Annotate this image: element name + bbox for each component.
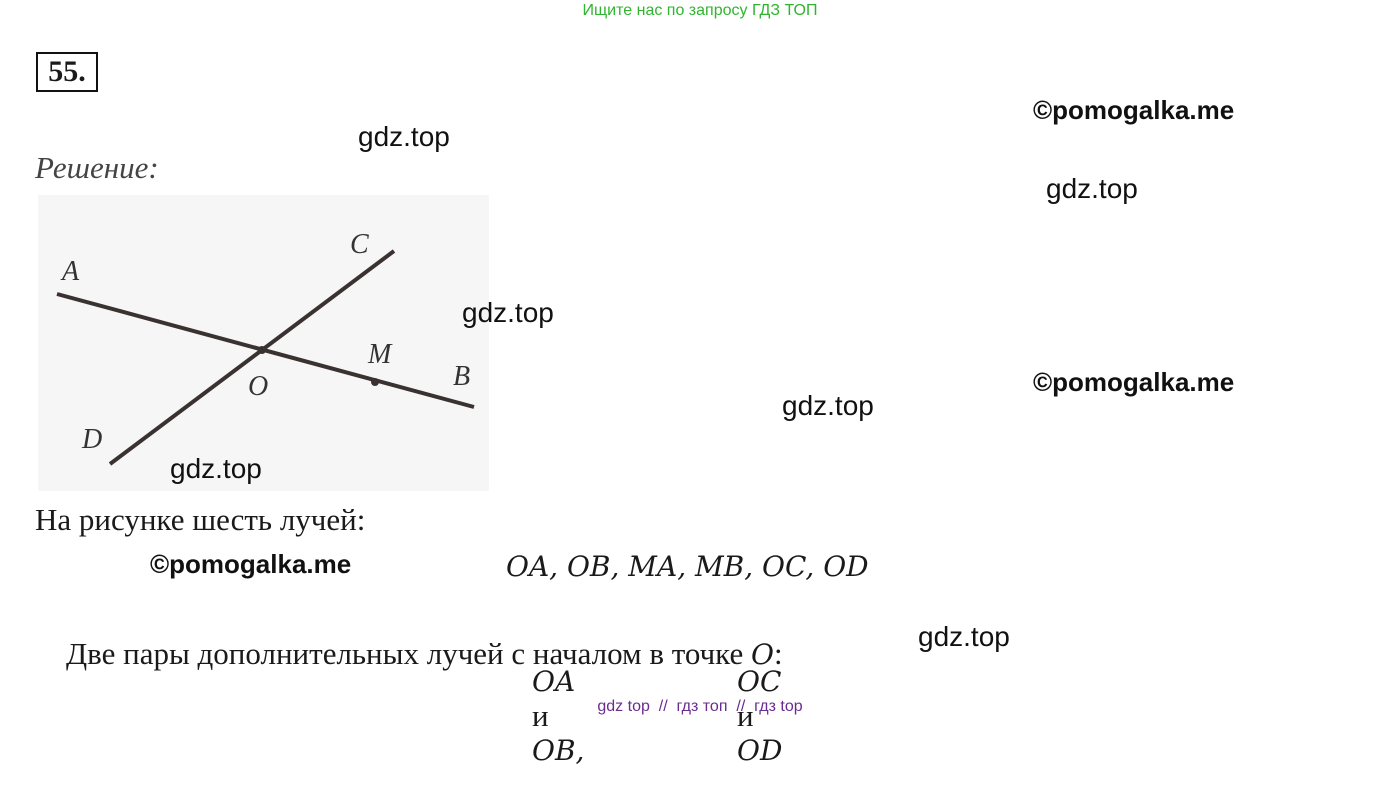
sentence-text: Две пары дополнительных лучей с началом … (66, 636, 744, 671)
solution-label: Решение: (35, 150, 159, 185)
sentence: На рисунке шесть лучей: (35, 502, 366, 537)
figure-background (38, 195, 489, 491)
point-o (258, 346, 266, 354)
pair: OA и OB, (516, 647, 584, 785)
watermark: gdz.top (918, 621, 1010, 652)
label-o: O (248, 371, 268, 402)
ray: OD (737, 734, 783, 767)
punctuation: : (773, 636, 783, 671)
label-a: A (60, 256, 80, 287)
label-m: M (367, 339, 393, 370)
line-cd (108, 249, 396, 466)
label-b: B (453, 361, 470, 392)
watermark: ©pomogalka.me (1033, 95, 1235, 125)
problem-number: 55. (36, 52, 98, 92)
watermark: gdz.top (462, 297, 554, 328)
watermark: gdz.top (1046, 173, 1138, 204)
watermark: ©pomogalka.me (1033, 367, 1235, 397)
ray: OA (532, 665, 576, 698)
pair: OC и OD (721, 647, 782, 785)
watermark: ©pomogalka.me (150, 549, 352, 579)
figure: A C M B O D (38, 195, 489, 491)
watermark: gdz.top (170, 453, 262, 484)
label-d: D (81, 424, 102, 455)
watermark: gdz.top (782, 390, 874, 421)
search-hint: Ищите нас по запросу ГДЗ ТОП (582, 2, 818, 19)
watermark: gdz.top (358, 121, 450, 152)
rays-list: OA, OB, MA, MB, OC, OD (506, 550, 869, 583)
ray: OB, (532, 734, 585, 767)
page: Ищите нас по запросу ГДЗ ТОП 55. Решение… (35, 2, 1235, 767)
footer-links: gdz top // гдз топ // гдз top (597, 698, 803, 715)
point-name: O (750, 638, 774, 671)
label-c: C (350, 229, 369, 260)
ray: OC (737, 665, 782, 698)
sentence: Две пары дополнительных лучей с началом … (35, 600, 783, 708)
point-m (371, 378, 379, 386)
